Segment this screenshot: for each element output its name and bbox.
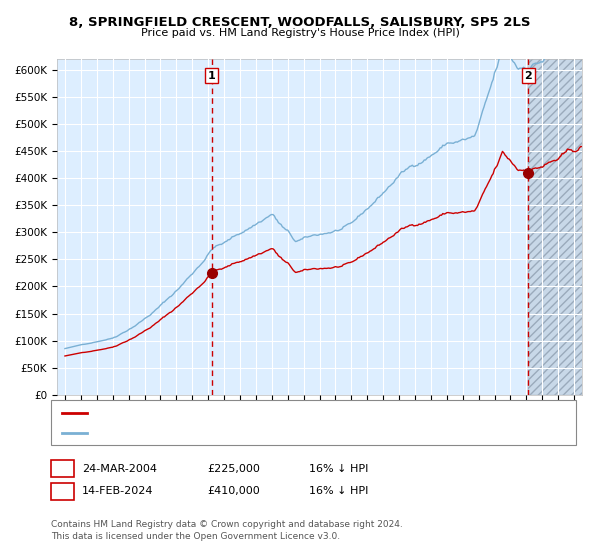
Text: £225,000: £225,000 bbox=[207, 464, 260, 474]
Text: Price paid vs. HM Land Registry's House Price Index (HPI): Price paid vs. HM Land Registry's House … bbox=[140, 28, 460, 38]
Text: 2: 2 bbox=[524, 71, 532, 81]
Text: 14-FEB-2024: 14-FEB-2024 bbox=[82, 486, 154, 496]
Text: 1: 1 bbox=[59, 464, 66, 474]
Text: £410,000: £410,000 bbox=[207, 486, 260, 496]
Bar bbox=[528, 59, 598, 395]
Text: 1: 1 bbox=[208, 71, 215, 81]
Text: 8, SPRINGFIELD CRESCENT, WOODFALLS, SALISBURY, SP5 2LS: 8, SPRINGFIELD CRESCENT, WOODFALLS, SALI… bbox=[69, 16, 531, 29]
Text: 16% ↓ HPI: 16% ↓ HPI bbox=[309, 486, 368, 496]
Text: 8, SPRINGFIELD CRESCENT, WOODFALLS, SALISBURY, SP5 2LS (detached house): 8, SPRINGFIELD CRESCENT, WOODFALLS, SALI… bbox=[93, 408, 487, 418]
Text: 2: 2 bbox=[59, 486, 66, 496]
Text: 24-MAR-2004: 24-MAR-2004 bbox=[82, 464, 157, 474]
Text: This data is licensed under the Open Government Licence v3.0.: This data is licensed under the Open Gov… bbox=[51, 532, 340, 541]
Bar bbox=[528, 59, 598, 395]
Text: 16% ↓ HPI: 16% ↓ HPI bbox=[309, 464, 368, 474]
Text: Contains HM Land Registry data © Crown copyright and database right 2024.: Contains HM Land Registry data © Crown c… bbox=[51, 520, 403, 529]
Text: HPI: Average price, detached house, Wiltshire: HPI: Average price, detached house, Wilt… bbox=[93, 428, 317, 438]
